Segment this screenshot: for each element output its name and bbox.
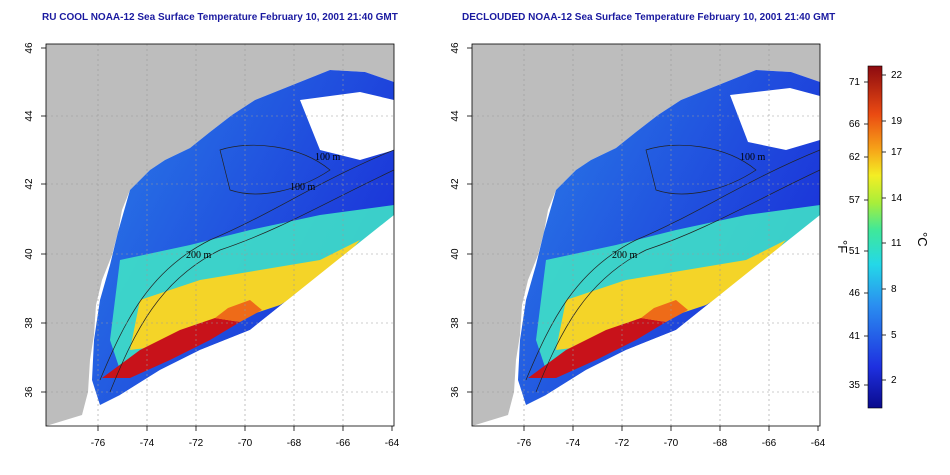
lon-tick-label: -70 xyxy=(238,438,253,449)
lat-tick-label: 38 xyxy=(24,317,35,329)
temperature-colorbar: 71 66 62 57 51 46 41 35 22 19 17 14 11 8 5 2 °F °C xyxy=(835,65,930,409)
lat-tick-label: 36 xyxy=(24,386,35,398)
cloud xyxy=(730,88,820,150)
colorbar-c-label: 8 xyxy=(891,284,897,295)
lat-tick-label: 46 xyxy=(24,42,35,54)
colorbar-f-label: 66 xyxy=(849,119,861,130)
isobath-label: 200 m xyxy=(186,250,212,261)
lon-tick-label: -76 xyxy=(517,438,532,449)
lon-tick-label: -76 xyxy=(91,438,106,449)
fahrenheit-ticks: 71 66 62 57 51 46 41 35 xyxy=(849,77,868,391)
right-panel-title: DECLOUDED NOAA-12 Sea Surface Temperatur… xyxy=(462,12,836,23)
left-map-content xyxy=(46,44,394,426)
isobath-line xyxy=(219,144,331,195)
lon-tick-label: -68 xyxy=(287,438,302,449)
lat-tick-label: 44 xyxy=(450,110,461,122)
lon-tick-label: -64 xyxy=(385,438,400,449)
lon-tick-label: -70 xyxy=(664,438,679,449)
colorbar-f-label: 62 xyxy=(849,152,861,163)
land xyxy=(472,44,820,426)
gulf-stream-edge xyxy=(641,300,688,322)
colorbar-f-label: 57 xyxy=(849,195,861,206)
right-lat-ticks: 36 38 40 42 44 46 xyxy=(450,42,472,398)
lat-tick-label: 42 xyxy=(24,178,35,190)
lon-tick-label: -74 xyxy=(140,438,155,449)
isobath-label: 100 m xyxy=(290,182,316,193)
cloud xyxy=(110,215,394,426)
lat-tick-label: 40 xyxy=(24,248,35,260)
left-lat-ticks: 36 38 40 42 44 46 xyxy=(24,42,46,398)
colorbar-c-label: 5 xyxy=(891,330,897,341)
lon-tick-label: -66 xyxy=(336,438,351,449)
isobath-label: 200 m xyxy=(612,250,638,261)
lon-tick-label: -72 xyxy=(189,438,204,449)
lon-tick-label: -72 xyxy=(615,438,630,449)
lon-tick-label: -68 xyxy=(713,438,728,449)
isobath-line xyxy=(109,169,394,393)
left-panel-title: RU COOL NOAA-12 Sea Surface Temperature … xyxy=(42,12,398,23)
colorbar-c-label: 11 xyxy=(891,238,902,249)
colorbar-gradient xyxy=(867,65,883,409)
gulf-stream xyxy=(102,318,240,378)
lat-tick-label: 38 xyxy=(450,317,461,329)
lat-tick-label: 40 xyxy=(450,248,461,260)
land xyxy=(46,44,394,426)
celsius-unit-label: °C xyxy=(915,232,930,247)
colorbar-c-label: 2 xyxy=(891,375,897,386)
lon-tick-label: -74 xyxy=(566,438,581,449)
colorbar-f-label: 46 xyxy=(849,288,861,299)
isobath-line xyxy=(525,149,820,381)
cloud xyxy=(536,215,820,426)
colorbar-f-label: 71 xyxy=(849,77,861,88)
lat-tick-label: 36 xyxy=(450,386,461,398)
colorbar-c-label: 22 xyxy=(891,70,903,81)
lat-tick-label: 44 xyxy=(24,110,35,122)
colorbar-c-label: 14 xyxy=(891,193,903,204)
isobath-line xyxy=(99,149,394,381)
lon-tick-label: -64 xyxy=(811,438,826,449)
left-graticule xyxy=(46,44,394,426)
cloud xyxy=(300,92,394,160)
isobath-line xyxy=(645,144,757,195)
lon-tick-label: -66 xyxy=(762,438,777,449)
isobath-label: 100 m xyxy=(740,152,766,163)
lat-tick-label: 42 xyxy=(450,178,461,190)
lat-tick-label: 46 xyxy=(450,42,461,54)
colorbar-c-label: 19 xyxy=(891,116,903,127)
colorbar-f-label: 41 xyxy=(849,331,861,342)
gulf-stream xyxy=(528,318,666,378)
colorbar-f-label: 35 xyxy=(849,380,861,391)
isobath-line xyxy=(535,169,820,393)
isobath-label: 100 m xyxy=(315,152,341,163)
right-lon-ticks: -76 -74 -72 -70 -68 -66 -64 xyxy=(517,426,826,449)
colorbar-c-label: 17 xyxy=(891,147,903,158)
right-graticule xyxy=(472,44,820,426)
fahrenheit-unit-label: °F xyxy=(835,240,850,253)
colorbar-f-label: 51 xyxy=(849,246,861,257)
right-sst-map: 100 m 200 m xyxy=(471,43,821,427)
left-sst-map: 100 m 200 m 100 m xyxy=(45,43,395,427)
left-lon-ticks: -76 -74 -72 -70 -68 -66 -64 xyxy=(91,426,400,449)
celsius-ticks: 22 19 17 14 11 8 5 2 xyxy=(882,70,903,386)
gulf-stream-edge xyxy=(215,300,262,322)
